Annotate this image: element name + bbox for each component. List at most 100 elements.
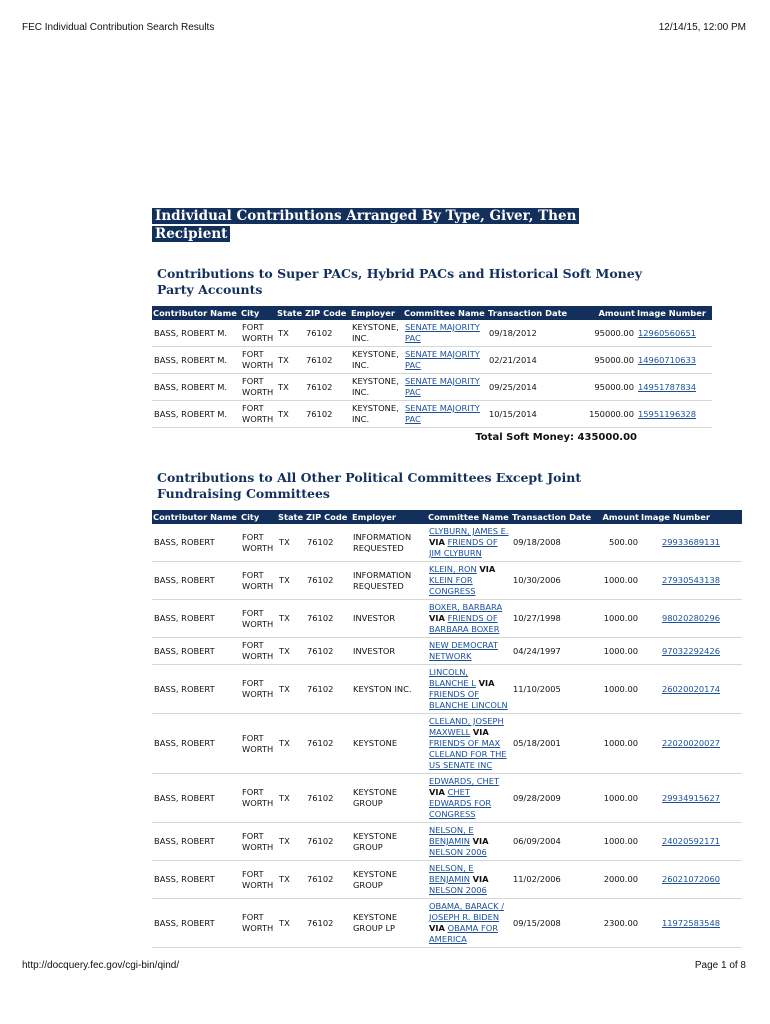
image-number-link[interactable]: 98020280296 [661, 613, 721, 623]
image-number-link[interactable]: 14960710633 [638, 354, 697, 365]
image-number-link[interactable]: 24020592171 [661, 836, 721, 846]
candidate-link[interactable]: BOXER, BARBARA [429, 602, 503, 612]
city-cell: FORT WORTH [240, 773, 277, 823]
amount-cell: 2300.00 [595, 898, 640, 948]
candidate-link[interactable]: EDWARDS, CHET [429, 776, 500, 786]
city-cell: FORT WORTH [240, 637, 277, 665]
header-row: Contributor Name City State ZIP Code Employe… [152, 510, 742, 524]
image-cell: 97032292426 [640, 637, 742, 665]
state-cell: TX [277, 773, 305, 823]
table-row: BASS, ROBERT FORT WORTH TX 76102 KEYSTON INC… [152, 664, 742, 714]
page-title: Individual Contributions Arranged By Typ… [152, 207, 602, 243]
candidate-link[interactable]: NELSON, E BENJAMIN [429, 825, 474, 846]
zip-cell: 76102 [305, 561, 351, 600]
print-timestamp: 12/14/15, 12:00 PM [658, 22, 746, 33]
column-header: Employer [351, 510, 427, 524]
committee-link[interactable]: NEW DEMOCRAT NETWORK [429, 640, 498, 661]
committee-link[interactable]: SENATE MAJORITY PAC [405, 376, 480, 397]
zip-cell: 76102 [304, 320, 350, 347]
state-cell: TX [277, 561, 305, 600]
city-cell: FORT WORTH [240, 664, 277, 714]
amount-cell: 1000.00 [595, 561, 640, 600]
contributor-cell: BASS, ROBERT [152, 524, 240, 562]
table-frame: Contributor Name City State ZIP Code Employe… [152, 510, 742, 948]
image-number-link[interactable]: 29934915627 [661, 792, 721, 803]
candidate-link[interactable]: LINCOLN, BLANCHE L [429, 667, 476, 688]
zip-cell: 76102 [305, 773, 351, 823]
image-number-link[interactable]: 26021072060 [661, 874, 721, 884]
committee-link[interactable]: SENATE MAJORITY PAC [405, 403, 480, 424]
committee-link[interactable]: SENATE MAJORITY PAC [405, 349, 480, 370]
section-heading: Contributions to All Other Political Com… [157, 470, 582, 501]
candidate-link[interactable]: CLELAND, JOSEPH MAXWELL [429, 716, 504, 737]
zip-cell: 76102 [304, 373, 350, 401]
zip-cell: 76102 [305, 599, 351, 638]
via-label: VIA [429, 537, 445, 547]
table-row: BASS, ROBERT FORT WORTH TX 76102 INFORMATION… [152, 524, 742, 562]
contributor-cell: BASS, ROBERT M. [152, 373, 240, 401]
committee-link[interactable]: FRIENDS OF BLANCHE LINCOLN [429, 689, 508, 710]
image-cell: 27930543138 [640, 561, 742, 600]
print-url: http://docquery.fec.gov/cgi-bin/qind/ [22, 960, 180, 971]
amount-cell: 1000.00 [595, 664, 640, 714]
table-body: BASS, ROBERT FORT WORTH TX 76102 INFORMATION… [152, 524, 742, 948]
contributor-cell: BASS, ROBERT [152, 637, 240, 665]
state-cell: TX [277, 898, 305, 948]
table: Contributor Name City State ZIP Code Employe… [152, 306, 712, 428]
date-cell: 11/02/2006 [511, 860, 595, 899]
committee-link[interactable]: KLEIN FOR CONGRESS [429, 575, 476, 596]
employer-cell: INFORMATION REQUESTED [351, 524, 427, 562]
committee-cell: SENATE MAJORITY PAC [403, 346, 487, 374]
state-cell: TX [277, 599, 305, 638]
image-cell: 14960710633 [636, 346, 712, 374]
amount-cell: 1000.00 [595, 822, 640, 861]
committee-link[interactable]: FRIENDS OF JIM CLYBURN [429, 537, 498, 558]
committee-cell: KLEIN, RON VIA KLEIN FOR CONGRESS [427, 561, 511, 600]
column-header: Employer [350, 306, 403, 320]
column-header: Image Number [640, 510, 742, 524]
table-head: Contributor Name City State ZIP Code Employe… [152, 510, 742, 524]
amount-cell: 95000.00 [571, 320, 636, 347]
city-cell: FORT WORTH [240, 346, 276, 374]
candidate-link[interactable]: NELSON, E BENJAMIN [429, 863, 474, 884]
image-number-link[interactable]: 97032292426 [661, 645, 721, 656]
committee-link[interactable]: SENATE MAJORITY PAC [405, 322, 480, 343]
column-header: Image Number [636, 306, 712, 320]
committee-link[interactable]: FRIENDS OF BARBARA BOXER [429, 613, 500, 634]
committee-link[interactable]: CHET EDWARDS FOR CONGRESS [429, 787, 492, 819]
image-cell: 29933689131 [640, 524, 742, 562]
amount-cell: 500.00 [595, 524, 640, 562]
date-cell: 09/18/2012 [487, 320, 571, 347]
zip-cell: 76102 [305, 637, 351, 665]
via-label: VIA [429, 613, 445, 623]
committee-link[interactable]: FRIENDS OF MAX CLELAND FOR THE US SENATE… [429, 738, 507, 770]
image-number-link[interactable]: 29933689131 [661, 537, 721, 547]
image-number-link[interactable]: 26020020174 [661, 683, 721, 694]
committee-link[interactable]: NELSON 2006 [429, 885, 487, 895]
image-number-link[interactable]: 11972583548 [661, 917, 721, 928]
header-row: Contributor Name City State ZIP Code Employe… [152, 306, 712, 320]
image-number-link[interactable]: 14951787834 [638, 381, 697, 392]
committee-link[interactable]: NELSON 2006 [429, 847, 487, 857]
committee-link[interactable]: OBAMA FOR AMERICA [429, 923, 499, 944]
candidate-link[interactable]: CLYBURN, JAMES E. [429, 526, 509, 536]
via-label: VIA [429, 787, 445, 797]
image-number-link[interactable]: 27930543138 [661, 575, 721, 585]
image-number-link[interactable]: 12960560651 [638, 327, 697, 338]
page-number: Page 1 of 8 [694, 960, 746, 971]
image-cell: 98020280296 [640, 599, 742, 638]
column-header: Transaction Date [511, 510, 595, 524]
table-row: BASS, ROBERT FORT WORTH TX 76102 KEYSTONE GR… [152, 898, 742, 948]
committee-cell: NELSON, E BENJAMIN VIA NELSON 2006 [427, 860, 511, 899]
image-number-link[interactable]: 15951196328 [638, 408, 697, 419]
candidate-link[interactable]: OBAMA, BARACK / JOSEPH R. BIDEN [429, 901, 504, 922]
contributor-cell: BASS, ROBERT [152, 898, 240, 948]
contributor-cell: BASS, ROBERT M. [152, 400, 240, 428]
committee-cell: LINCOLN, BLANCHE L VIA FRIENDS OF BLANCH… [427, 664, 511, 714]
zip-cell: 76102 [305, 860, 351, 899]
candidate-link[interactable]: KLEIN, RON [429, 564, 477, 574]
state-cell: TX [277, 822, 305, 861]
image-number-link[interactable]: 22020020027 [661, 738, 721, 748]
employer-cell: KEYSTONE GROUP [351, 822, 427, 861]
